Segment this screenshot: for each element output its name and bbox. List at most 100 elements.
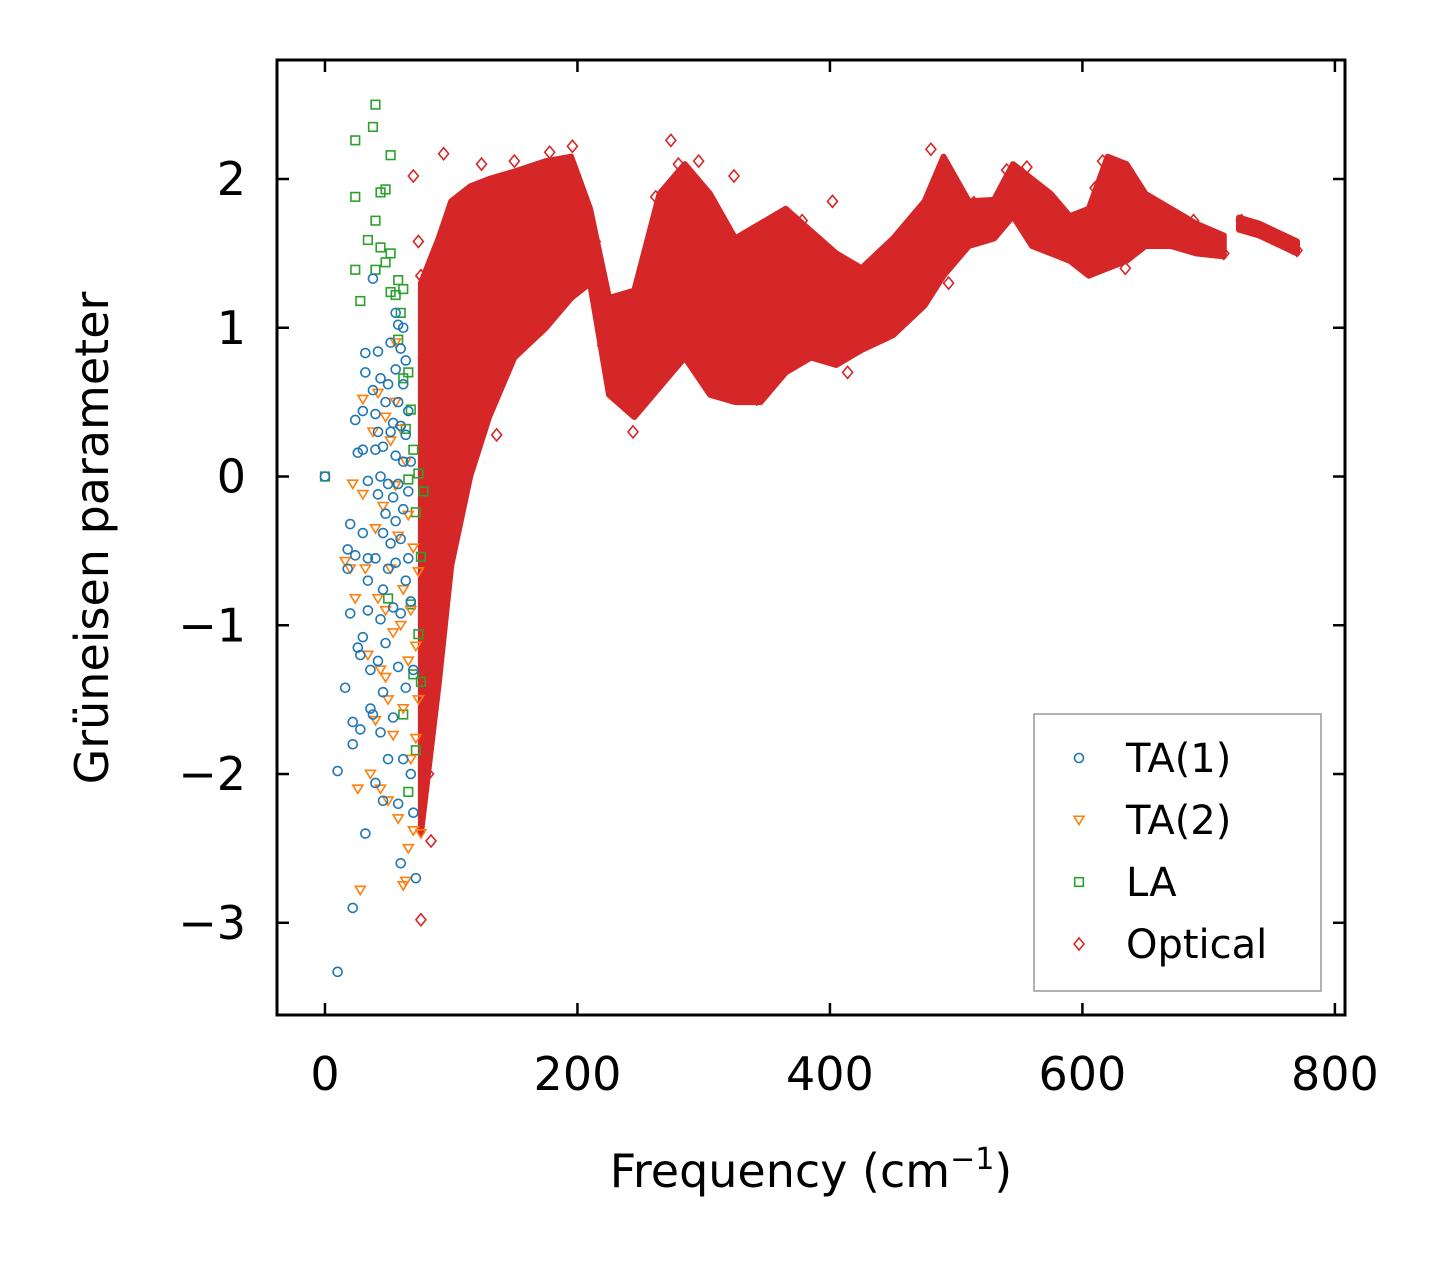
ta2-point [396, 585, 410, 596]
legend-label-ta2: TA(2) [1125, 798, 1231, 844]
ta1-point [387, 602, 399, 613]
optical-point [551, 213, 564, 228]
optical-point [536, 249, 549, 264]
ta1-point [387, 492, 399, 503]
optical-point [780, 341, 794, 356]
ta1-point [367, 709, 379, 720]
legend-label-optical: Optical [1126, 922, 1267, 968]
ta1-point [405, 596, 417, 607]
optical-point [1104, 168, 1117, 184]
ta1-point [372, 346, 384, 357]
ta1-point [367, 384, 379, 396]
la-point [410, 745, 421, 756]
ta1-point [375, 614, 386, 625]
la-point [367, 121, 379, 133]
ta2-point [351, 784, 365, 795]
la-point [403, 786, 414, 797]
optical-point [692, 153, 705, 169]
legend-frame [1033, 713, 1322, 992]
ta1-point [395, 420, 407, 432]
optical-point [859, 275, 872, 291]
ta1-point [344, 518, 356, 530]
optical-point [596, 338, 609, 353]
optical-point [414, 268, 427, 283]
ta1-point [390, 557, 401, 569]
ta1-point [347, 902, 359, 914]
la-point [413, 468, 424, 479]
optical-point [720, 243, 733, 258]
optical-point [465, 287, 478, 303]
optical-point [697, 246, 710, 261]
ta1-point [380, 637, 391, 649]
x-tick-label: 600 [1039, 1047, 1127, 1101]
ta2-point [406, 543, 420, 554]
optical-point [422, 647, 435, 663]
ta1-point [357, 444, 369, 456]
ta1-point [362, 605, 374, 616]
optical-point [1073, 258, 1086, 273]
legend-marker-optical [1072, 936, 1086, 952]
ta1-point [357, 405, 369, 417]
optical-point [1275, 234, 1288, 249]
x-axis-title-superscript: −1 [950, 1142, 994, 1177]
x-tick-label: 400 [786, 1047, 874, 1101]
ta1-point [372, 489, 384, 500]
optical-point [485, 327, 498, 343]
ta1-point [362, 553, 374, 564]
ta2-point [369, 715, 382, 727]
optical-point [803, 293, 816, 309]
legend-marker-ta1 [1073, 752, 1085, 764]
ta1-point [382, 478, 394, 490]
y-tick-label: 0 [217, 450, 246, 504]
ta1-point [377, 441, 389, 453]
la-point [370, 215, 381, 226]
optical-point [445, 305, 458, 321]
ta1-point [362, 475, 374, 487]
legend-marker-la [1073, 876, 1085, 888]
ta1-point [380, 396, 391, 408]
optical-point [440, 246, 453, 261]
ta2-point [356, 489, 370, 501]
ta1-point [405, 456, 417, 467]
optical-point [1217, 246, 1230, 261]
y-tick-label: −1 [178, 598, 246, 652]
y-tick-label: 1 [217, 301, 246, 355]
ta2-point [401, 656, 415, 668]
x-axis-title: Frequency (cm−1) [610, 1142, 1013, 1198]
optical-point [1177, 228, 1190, 243]
ta2-point [356, 394, 370, 406]
series-ta1 [319, 273, 422, 978]
optical-point [1126, 238, 1139, 254]
ta1-point [360, 367, 371, 378]
optical-point [649, 189, 662, 205]
la-point [415, 676, 427, 687]
ta2-point [338, 556, 352, 568]
la-point [350, 191, 361, 202]
optical-point [1147, 204, 1160, 219]
ta1-point [397, 378, 409, 390]
optical-point [508, 153, 521, 169]
optical-band-1 [1235, 214, 1301, 257]
optical-point [422, 766, 435, 782]
ta1-point [319, 471, 331, 482]
ta1-point [370, 553, 381, 564]
la-point [362, 234, 373, 246]
optical-point [450, 409, 463, 425]
ta1-point [362, 575, 374, 586]
ta1-point [400, 429, 412, 441]
optical-point [437, 146, 450, 161]
y-axis-title: Grüneisen parameter [65, 291, 119, 784]
legend-marker-ta2 [1072, 815, 1086, 827]
ta2-point [396, 704, 410, 715]
la-point [403, 474, 414, 485]
optical-point [1046, 192, 1059, 208]
optical-point [1111, 216, 1124, 231]
ta2-point [358, 564, 372, 575]
optical-point [520, 313, 533, 328]
ta1-point [339, 682, 351, 694]
optical-point [503, 268, 516, 283]
ta1-point [347, 716, 359, 728]
optical-point [977, 213, 990, 228]
ta1-point [349, 550, 361, 561]
la-point [385, 248, 396, 259]
